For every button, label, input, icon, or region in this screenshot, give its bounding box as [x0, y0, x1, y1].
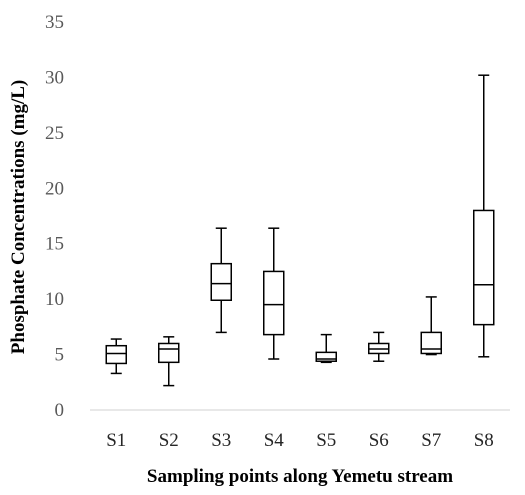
interquartile-box: [210, 262, 232, 302]
box-series: [105, 74, 495, 387]
y-axis-ticks: 0 5 10 15 20 25 30 35: [45, 12, 64, 421]
box-s3: [210, 227, 232, 334]
interquartile-box: [315, 351, 337, 362]
box-s7: [420, 296, 442, 356]
interquartile-box: [158, 342, 180, 364]
y-tick-label: 15: [45, 234, 64, 255]
interquartile-box: [263, 270, 285, 336]
y-tick-label: 30: [45, 67, 64, 88]
box-s6: [368, 331, 390, 362]
y-tick-label: 5: [55, 345, 65, 366]
x-axis-category-labels: S1 S2 S3 S4 S5 S6 S7 S8: [106, 430, 494, 451]
y-tick-label: 10: [45, 289, 64, 310]
x-tick-label: S8: [474, 430, 494, 451]
x-tick-label: S6: [369, 430, 389, 451]
x-tick-label: S1: [106, 430, 126, 451]
box-s5: [315, 333, 337, 364]
interquartile-box: [105, 344, 127, 365]
x-tick-label: S3: [211, 430, 231, 451]
x-tick-label: S7: [421, 430, 441, 451]
x-tick-label: S4: [264, 430, 285, 451]
x-tick-label: S2: [159, 430, 179, 451]
box-s1: [105, 338, 127, 375]
y-axis-title: Phosphate Concentrations (mg/L): [8, 80, 29, 354]
y-tick-label: 25: [45, 123, 64, 144]
interquartile-box: [420, 331, 442, 355]
x-axis-title: Sampling points along Yemetu stream: [147, 466, 453, 487]
box-s4: [263, 227, 285, 360]
y-tick-label: 35: [45, 12, 64, 33]
box-s2: [158, 336, 180, 387]
y-tick-label: 0: [55, 400, 65, 421]
x-tick-label: S5: [316, 430, 336, 451]
y-tick-label: 20: [45, 178, 64, 199]
interquartile-box: [473, 209, 495, 326]
box-s8: [473, 74, 495, 358]
